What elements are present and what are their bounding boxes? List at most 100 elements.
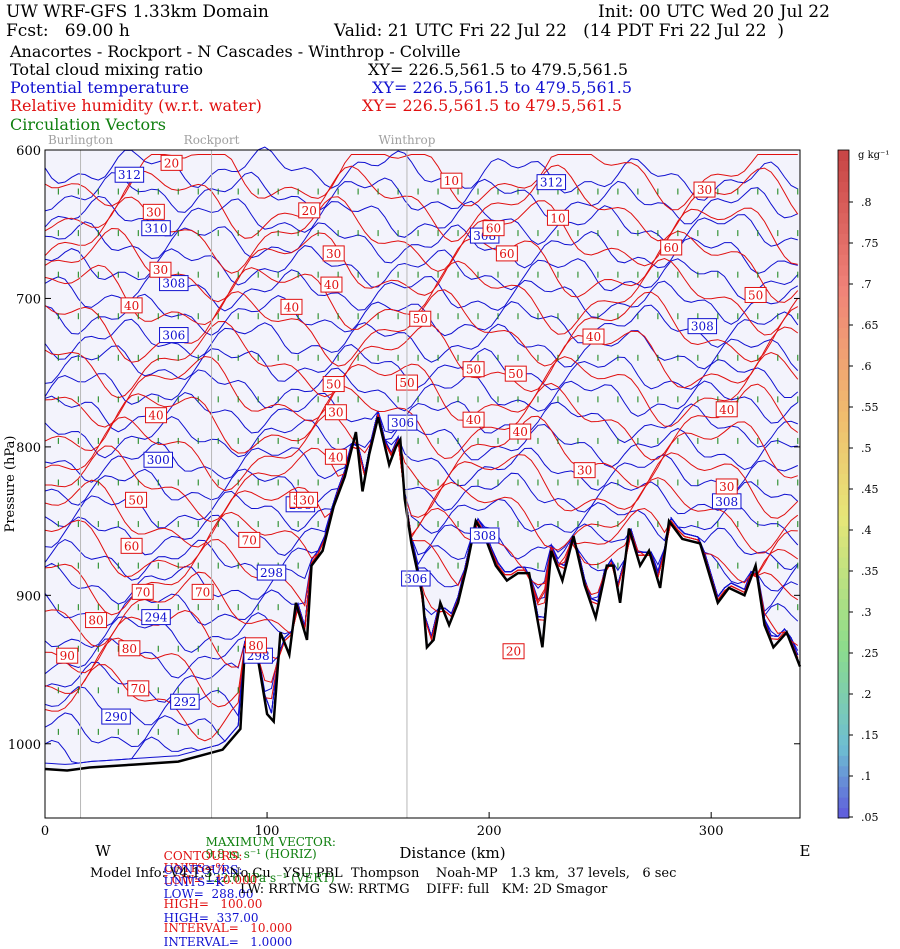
rh-contour-label: 50 bbox=[508, 367, 523, 381]
rh-contour-label-box bbox=[85, 612, 108, 629]
y-tick-label: 800 bbox=[16, 441, 41, 456]
colorbar-swatch bbox=[838, 285, 849, 297]
theta-contour-label-box bbox=[141, 609, 171, 626]
colorbar-tick-label: .55 bbox=[861, 401, 879, 414]
theta-contour-label: 300 bbox=[147, 453, 170, 467]
rh-contour-label: 40 bbox=[513, 425, 528, 439]
colorbar-swatch bbox=[838, 369, 849, 381]
rh-contour-label: 30 bbox=[326, 247, 341, 261]
rh-contour-label: 30 bbox=[577, 464, 592, 478]
x-tick-label: 100 bbox=[255, 824, 280, 839]
x-tick-label: 200 bbox=[477, 824, 502, 839]
theta-contour-label-box bbox=[387, 414, 418, 431]
colorbar-swatch bbox=[838, 296, 849, 308]
colorbar-swatch bbox=[838, 160, 849, 172]
colorbar-swatch bbox=[838, 348, 849, 360]
colorbar-tick-label: .35 bbox=[861, 565, 879, 578]
rh-contour-label-box bbox=[324, 404, 347, 421]
forecast-hour: Fcst: 69.00 h bbox=[6, 21, 130, 41]
colorbar-swatch bbox=[838, 181, 849, 193]
colorbar-swatch bbox=[838, 191, 849, 203]
chart-title: UW WRF-GFS 1.33km Domain bbox=[6, 2, 269, 22]
rh-contour-line bbox=[44, 257, 799, 336]
colorbar-swatch bbox=[838, 390, 849, 401]
rh-contour-label: 60 bbox=[486, 222, 501, 236]
xy-cloud-mixing: XY= 226.5,561.5 to 479.5,561.5 bbox=[368, 60, 629, 79]
colorbar-units: g kg⁻¹ bbox=[858, 150, 889, 161]
colorbar-tick-label: .2 bbox=[861, 688, 872, 701]
xy-potential-temp: XY= 226.5,561.5 to 479.5,561.5 bbox=[372, 78, 633, 97]
rh-contour-label-box bbox=[715, 401, 738, 418]
theta-contour-label: 290 bbox=[105, 710, 128, 724]
rh-contour-label-box bbox=[131, 583, 154, 600]
rh-contour-label: 40 bbox=[328, 450, 343, 464]
theta-contour-label-box bbox=[101, 708, 131, 725]
rh-contour-label-box bbox=[660, 239, 683, 256]
rh-contour-label: 50 bbox=[413, 312, 428, 326]
colorbar-swatch bbox=[838, 202, 849, 214]
rh-contour-label-box bbox=[238, 531, 261, 548]
x-axis-label: Distance (km) bbox=[399, 844, 505, 862]
colorbar-swatch bbox=[838, 150, 849, 161]
rh-contour-line bbox=[44, 351, 799, 428]
rh-contour-label: 30 bbox=[719, 480, 734, 494]
theta-contour-label: 292 bbox=[173, 695, 196, 709]
rh-contour-label: 70 bbox=[195, 585, 210, 599]
colorbar-tick-label: .3 bbox=[861, 606, 872, 619]
colorbar-swatch bbox=[838, 703, 849, 715]
colorbar-tick-label: .4 bbox=[861, 524, 872, 537]
colorbar-swatch bbox=[838, 682, 849, 694]
rh-contour-line bbox=[45, 414, 799, 523]
rh-contour-label: 10 bbox=[550, 211, 565, 225]
y-tick-label: 600 bbox=[16, 144, 41, 159]
rh-contour-label: 70 bbox=[135, 585, 150, 599]
colorbar-swatch bbox=[838, 431, 849, 443]
rh-contour-label: 40 bbox=[324, 278, 339, 292]
theta-contour-label-box bbox=[141, 220, 171, 237]
theta-contour-label: 308 bbox=[162, 277, 185, 291]
theta-contour-label-box bbox=[159, 275, 189, 292]
rh-contour-label: 80 bbox=[122, 642, 137, 656]
valid-time: Valid: 21 UTC Fri 22 Jul 22 (14 PDT Fri … bbox=[334, 21, 785, 41]
field-circulation-vectors: Circulation Vectors bbox=[10, 115, 166, 134]
rh-contour-label-box bbox=[322, 376, 345, 393]
rh-contour-label-box bbox=[573, 462, 596, 479]
theta-contour-label: 298 bbox=[260, 566, 283, 580]
rh-contour-label-box bbox=[125, 491, 148, 508]
rh-contour-label-box bbox=[322, 245, 345, 262]
theta-contour-line bbox=[44, 171, 799, 225]
colorbar-swatch bbox=[838, 567, 849, 579]
theta-contour-line bbox=[44, 367, 799, 424]
rh-contour-label-box bbox=[145, 407, 168, 424]
colorbar-swatch bbox=[838, 536, 849, 548]
rh-contour-label: 50 bbox=[326, 378, 341, 392]
rh-contour-label: 40 bbox=[148, 409, 163, 423]
rh-contour-label: 40 bbox=[466, 413, 481, 427]
theta-interval: INTERVAL= 1.0000 bbox=[163, 935, 293, 949]
theta-contour-label: 306 bbox=[404, 572, 427, 586]
theta-contour-label-box bbox=[469, 527, 500, 544]
colorbar-tick-label: .5 bbox=[861, 442, 872, 455]
theta-contour-label: 294 bbox=[145, 611, 168, 625]
rh-contour-label-box bbox=[280, 298, 303, 315]
colorbar-swatch bbox=[838, 588, 849, 600]
colorbar-swatch bbox=[838, 243, 849, 255]
theta-high: HIGH= 337.00 bbox=[163, 911, 259, 925]
colorbar-swatch bbox=[838, 713, 849, 725]
colorbar-swatch bbox=[838, 661, 849, 673]
theta-units: UNITS=K bbox=[163, 875, 225, 889]
theta-contour-label-box bbox=[536, 174, 567, 191]
rh-contour-label-box bbox=[320, 276, 343, 293]
colorbar-swatch bbox=[838, 776, 849, 788]
rh-contour-label-box bbox=[502, 643, 525, 660]
theta-contour-line bbox=[44, 245, 799, 301]
rh-contour-label-box bbox=[582, 328, 605, 345]
colorbar-swatch bbox=[838, 327, 849, 339]
rh-contour-label-box bbox=[409, 310, 432, 327]
rh-contour-label: 40 bbox=[586, 330, 601, 344]
colorbar-swatch bbox=[838, 410, 849, 422]
route-label: Anacortes - Rockport - N Cascades - Wint… bbox=[10, 42, 461, 61]
rh-contour-label: 40 bbox=[719, 403, 734, 417]
rh-contour-label-box bbox=[127, 680, 150, 697]
west-end-label: W bbox=[95, 842, 111, 860]
